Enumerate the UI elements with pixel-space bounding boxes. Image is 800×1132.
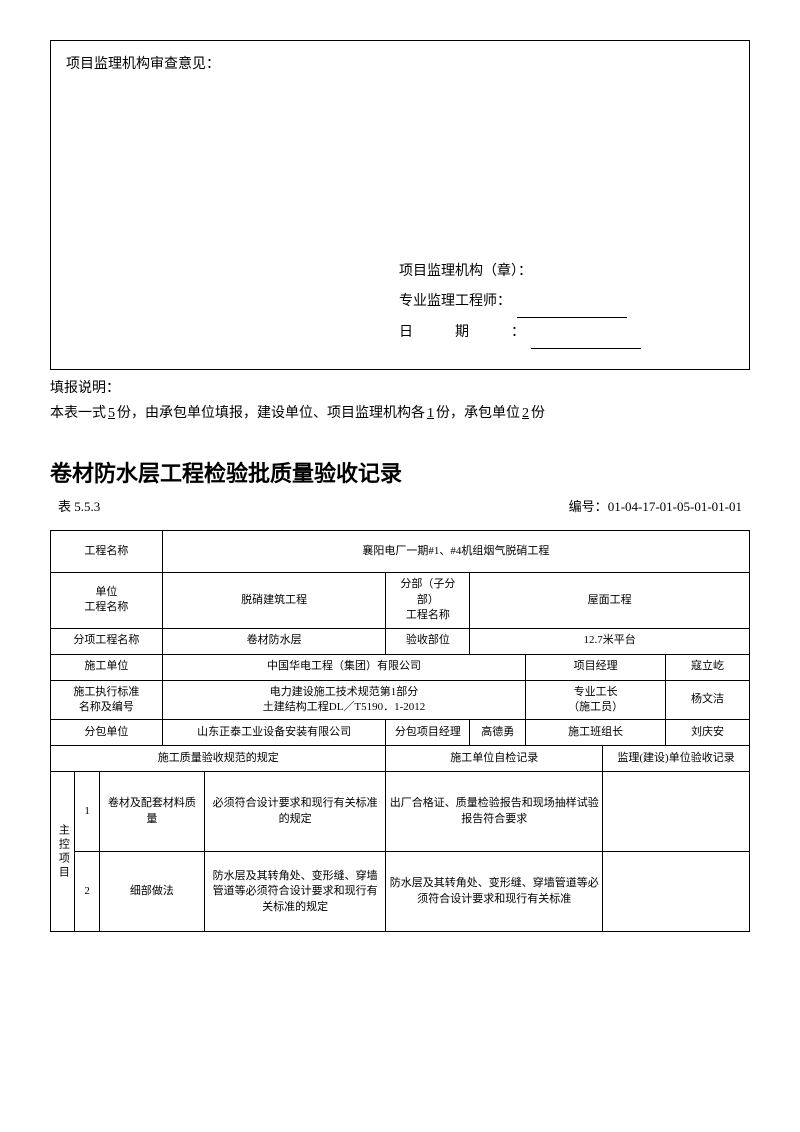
row-no-2: 2 <box>75 852 99 932</box>
label-constructor: 施工单位 <box>51 654 163 680</box>
row-spec-1: 必须符合设计要求和现行有关标准的规定 <box>204 772 386 852</box>
instr-copies3: 2 <box>520 406 531 421</box>
value-accept-part: 12.7米平台 <box>470 628 750 654</box>
instr-prefix: 本表一式 <box>50 406 106 421</box>
value-sub-project: 屋面工程 <box>470 573 750 628</box>
serial-number: 01-04-17-01-05-01-01-01 <box>608 499 742 514</box>
value-subcontractor: 山东正泰工业设备安装有限公司 <box>162 720 386 746</box>
row-supervision-1 <box>603 772 750 852</box>
label-project-name: 工程名称 <box>51 531 163 573</box>
label-standard: 施工执行标准 名称及编号 <box>51 680 163 720</box>
value-project-name: 襄阳电厂一期#1、#4机组烟气脱硝工程 <box>162 531 749 573</box>
row-item-1: 卷材及配套材料质量 <box>99 772 204 852</box>
table-row: 工程名称 襄阳电厂一期#1、#4机组烟气脱硝工程 <box>51 531 750 573</box>
instr-mid1: 份，由承包单位填报，建设单位、项目监理机构各 <box>117 406 425 421</box>
review-signature-block: 项目监理机构（章）： 专业监理工程师： 日 期 ： <box>399 257 719 349</box>
table-row: 单位 工程名称 脱硝建筑工程 分部（子分部） 工程名称 屋面工程 <box>51 573 750 628</box>
table-row: 施工单位 中国华电工程（集团）有限公司 项目经理 寇立屹 <box>51 654 750 680</box>
value-unit-project: 脱硝建筑工程 <box>162 573 386 628</box>
date-label: 日 期 ： <box>399 325 525 340</box>
label-sub-project: 分部（子分部） 工程名称 <box>386 573 470 628</box>
row-item-2: 细部做法 <box>99 852 204 932</box>
review-opinion-box: 项目监理机构审查意见： 项目监理机构（章）： 专业监理工程师： 日 期 ： <box>50 40 750 370</box>
value-pm: 寇立屹 <box>666 654 750 680</box>
row-supervision-2 <box>603 852 750 932</box>
serial-number-wrap: 编号：01-04-17-01-05-01-01-01 <box>569 496 742 515</box>
instr-copies2: 1 <box>425 406 436 421</box>
table-row: 分包单位 山东正泰工业设备安装有限公司 分包项目经理 高德勇 施工班组长 刘庆安 <box>51 720 750 746</box>
table-number: 表 5.5.3 <box>58 496 100 515</box>
org-chop-line: 项目监理机构（章）： <box>399 257 719 288</box>
value-standard: 电力建设施工技术规范第1部分 土建结构工程DL／T5190．1-2012 <box>162 680 525 720</box>
label-main-items: 主控项目 <box>51 772 75 932</box>
instr-copies: 5 <box>106 406 117 421</box>
engineer-label: 专业监理工程师： <box>399 294 511 309</box>
row-spec-2: 防水层及其转角处、变形缝、穿墙管道等必须符合设计要求和现行有关标准的规定 <box>204 852 386 932</box>
row-no-1: 1 <box>75 772 99 852</box>
label-accept-part: 验收部位 <box>386 628 470 654</box>
label-sub-pm: 分包项目经理 <box>386 720 470 746</box>
label-foreman: 专业工长 （施工员） <box>526 680 666 720</box>
inspection-record-table: 工程名称 襄阳电厂一期#1、#4机组烟气脱硝工程 单位 工程名称 脱硝建筑工程 … <box>50 530 750 932</box>
value-constructor: 中国华电工程（集团）有限公司 <box>162 654 525 680</box>
header-selfcheck: 施工单位自检记录 <box>386 746 603 772</box>
label-pm: 项目经理 <box>526 654 666 680</box>
header-spec: 施工质量验收规范的规定 <box>51 746 386 772</box>
header-supervision: 监理(建设)单位验收记录 <box>603 746 750 772</box>
label-unit-project: 单位 工程名称 <box>51 573 163 628</box>
label-subcontractor: 分包单位 <box>51 720 163 746</box>
filling-instructions: 填报说明： 本表一式5份，由承包单位填报，建设单位、项目监理机构各1份，承包单位… <box>50 376 750 426</box>
table-row: 主控项目 1 卷材及配套材料质量 必须符合设计要求和现行有关标准的规定 出厂合格… <box>51 772 750 852</box>
serial-label: 编号： <box>569 499 608 514</box>
row-check-1: 出厂合格证、质量检验报告和现场抽样试验报告符合要求 <box>386 772 603 852</box>
table-row: 施工执行标准 名称及编号 电力建设施工技术规范第1部分 土建结构工程DL／T51… <box>51 680 750 720</box>
label-team-leader: 施工班组长 <box>526 720 666 746</box>
instructions-title: 填报说明： <box>50 376 750 401</box>
value-foreman: 杨文洁 <box>666 680 750 720</box>
date-sig-line <box>531 348 641 349</box>
table-row: 分项工程名称 卷材防水层 验收部位 12.7米平台 <box>51 628 750 654</box>
value-division: 卷材防水层 <box>162 628 386 654</box>
instr-suffix: 份 <box>531 406 545 421</box>
document-heading: 卷材防水层工程检验批质量验收记录 <box>50 456 750 488</box>
instr-mid2: 份，承包单位 <box>436 406 520 421</box>
value-sub-pm: 高德勇 <box>470 720 526 746</box>
table-meta-row: 表 5.5.3 编号：01-04-17-01-05-01-01-01 <box>50 496 750 515</box>
table-row: 2 细部做法 防水层及其转角处、变形缝、穿墙管道等必须符合设计要求和现行有关标准… <box>51 852 750 932</box>
engineer-line: 专业监理工程师： <box>399 287 719 318</box>
date-line: 日 期 ： <box>399 318 719 349</box>
label-division: 分项工程名称 <box>51 628 163 654</box>
value-team-leader: 刘庆安 <box>666 720 750 746</box>
table-row: 施工质量验收规范的规定 施工单位自检记录 监理(建设)单位验收记录 <box>51 746 750 772</box>
row-check-2: 防水层及其转角处、变形缝、穿墙管道等必须符合设计要求和现行有关标准 <box>386 852 603 932</box>
instructions-body: 本表一式5份，由承包单位填报，建设单位、项目监理机构各1份，承包单位2份 <box>50 401 750 426</box>
review-box-title: 项目监理机构审查意见： <box>66 53 734 73</box>
